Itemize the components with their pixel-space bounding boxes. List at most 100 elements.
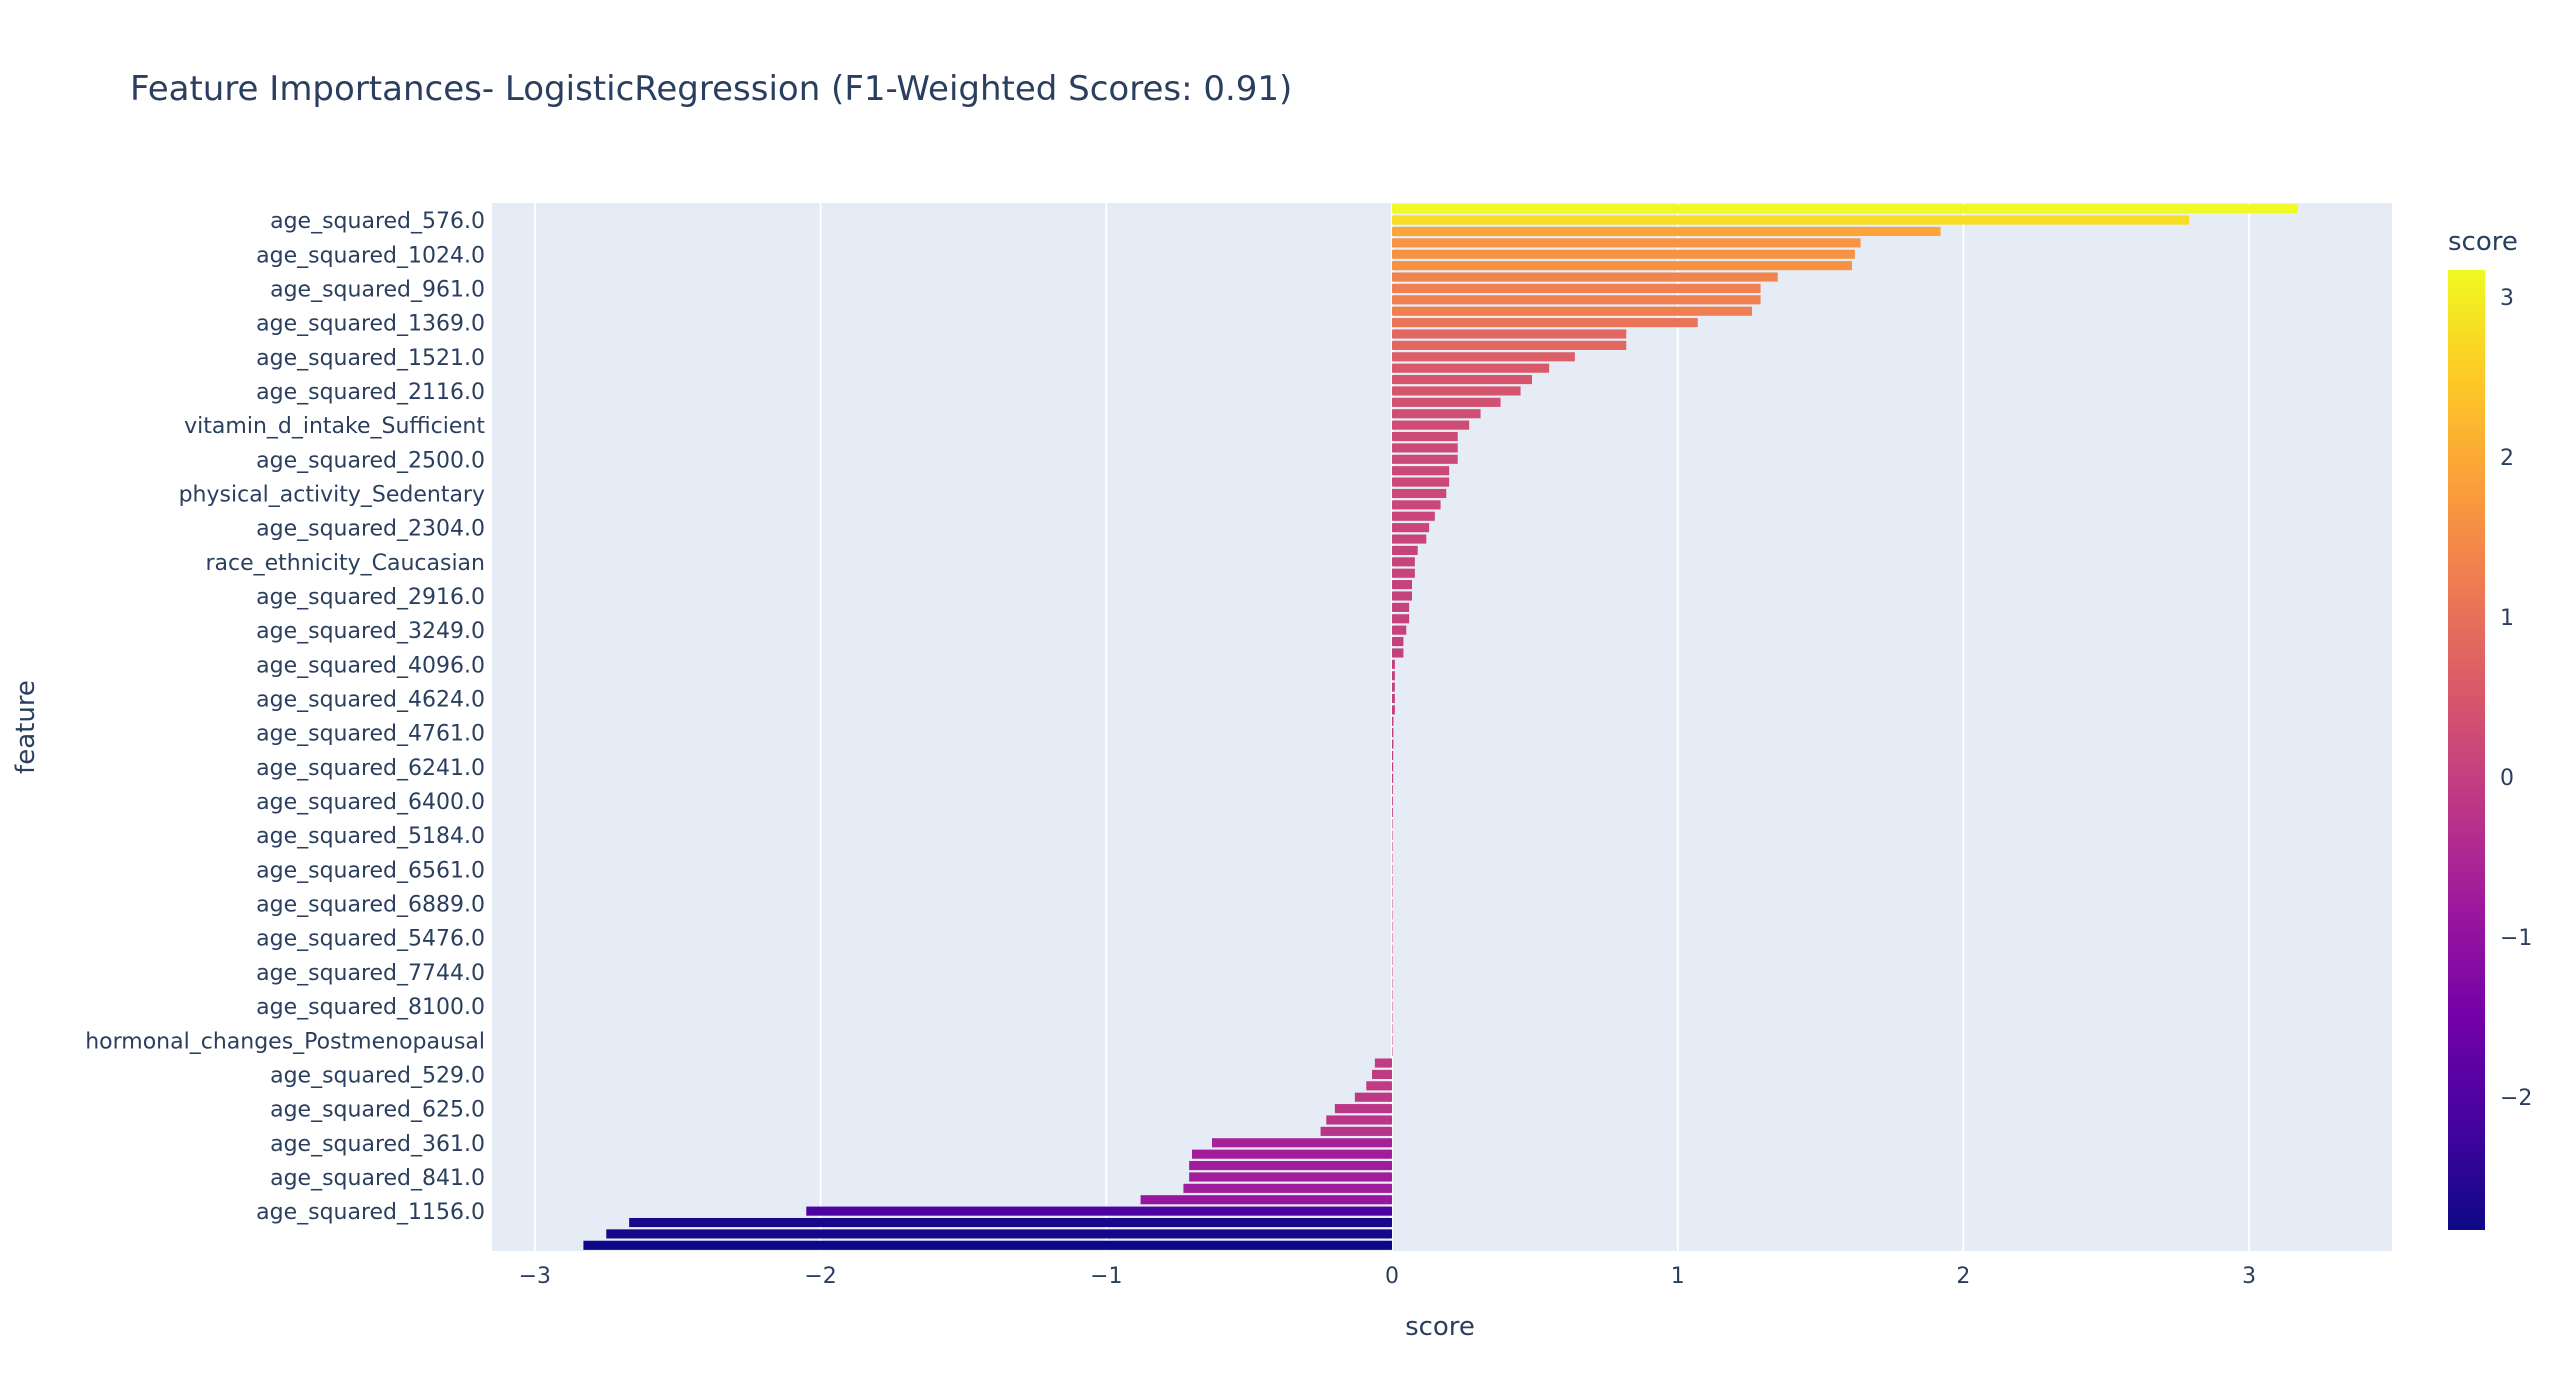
bar	[1354, 1092, 1392, 1102]
bar	[1392, 625, 1407, 635]
bar	[1392, 329, 1627, 339]
colorbar-ticks: 3 2 1 0 −1 −2	[2500, 286, 2532, 1111]
bar	[1392, 750, 1394, 761]
bar	[1392, 705, 1395, 715]
colorbar-tick-label: 3	[2500, 286, 2514, 311]
bar	[1374, 1058, 1392, 1068]
bar	[1392, 990, 1393, 1000]
bar	[1392, 454, 1458, 464]
bar	[1392, 762, 1394, 772]
y-tick-labels: age_squared_576.0 age_squared_1024.0 age_s…	[85, 209, 485, 1225]
bar	[1392, 443, 1458, 453]
y-tick-label: age_squared_4761.0	[256, 722, 485, 747]
y-tick-label: age_squared_4624.0	[256, 688, 485, 713]
bar	[1392, 420, 1470, 430]
bar	[1392, 534, 1427, 544]
bar	[1392, 682, 1395, 692]
y-tick-label: age_squared_1156.0	[256, 1200, 485, 1225]
bar	[1392, 819, 1393, 829]
bar	[1392, 876, 1393, 886]
bar	[1392, 272, 1778, 282]
bar	[1392, 591, 1412, 601]
bars	[583, 204, 2298, 1250]
y-tick-label: age_squared_1521.0	[256, 346, 485, 371]
bar	[1392, 568, 1415, 578]
bar	[1392, 637, 1404, 647]
y-tick-label: vitamin_d_intake_Sufficient	[184, 414, 485, 439]
y-tick-label: hormonal_changes_Postmenopausal	[85, 1029, 485, 1054]
bar	[1372, 1069, 1392, 1079]
y-tick-label: age_squared_4096.0	[256, 653, 485, 678]
y-tick-label: age_squared_8100.0	[256, 995, 485, 1020]
bar	[1392, 466, 1450, 476]
bar	[1392, 1001, 1393, 1011]
bar	[1392, 318, 1698, 328]
bar	[606, 1229, 1392, 1239]
bar	[1392, 500, 1441, 510]
bar	[1392, 580, 1412, 590]
bar	[1392, 1035, 1393, 1045]
y-tick-label: physical_activity_Sedentary	[179, 482, 485, 507]
bar	[1392, 306, 1752, 316]
bar	[1392, 557, 1415, 567]
y-tick-label: age_squared_1024.0	[256, 243, 485, 268]
bar	[1392, 739, 1394, 749]
y-tick-label: age_squared_361.0	[270, 1132, 485, 1157]
bar	[1392, 728, 1394, 738]
colorbar-tick-label: 1	[2500, 606, 2514, 631]
bar	[1192, 1149, 1392, 1159]
bar	[1392, 853, 1393, 863]
y-tick-label: age_squared_2500.0	[256, 448, 485, 473]
bar	[1392, 796, 1393, 806]
y-tick-label: age_squared_5184.0	[256, 824, 485, 849]
x-tick-label: 2	[1956, 1264, 1970, 1289]
bar	[1392, 944, 1393, 954]
bar	[1392, 477, 1450, 487]
y-tick-label: age_squared_961.0	[270, 277, 485, 302]
y-tick-label: age_squared_2304.0	[256, 517, 485, 542]
bar	[1392, 910, 1393, 920]
y-tick-label: age_squared_2116.0	[256, 380, 485, 405]
bar	[1392, 693, 1395, 704]
y-tick-label: age_squared_625.0	[270, 1098, 485, 1123]
bar	[1392, 830, 1393, 840]
bar	[1392, 204, 2298, 214]
y-tick-label: age_squared_6241.0	[256, 756, 485, 781]
bar	[1392, 431, 1458, 442]
bar	[1189, 1172, 1392, 1182]
y-tick-label: age_squared_6400.0	[256, 790, 485, 815]
bar	[1392, 215, 2190, 225]
x-tick-labels: −3 −2 −1 0 1 2 3	[519, 1264, 2257, 1289]
bar	[1392, 511, 1435, 521]
bar	[1326, 1115, 1392, 1125]
chart-title: Feature Importances- LogisticRegression …	[130, 69, 1292, 109]
bar	[1392, 1024, 1393, 1034]
bar	[1392, 283, 1761, 293]
bar	[1392, 261, 1852, 271]
bar	[629, 1217, 1392, 1228]
bar	[806, 1206, 1392, 1216]
bar	[1392, 386, 1521, 396]
x-tick-label: 0	[1385, 1264, 1399, 1289]
y-axis-title: feature	[11, 680, 41, 774]
bar	[1392, 295, 1761, 305]
bar	[1392, 887, 1393, 897]
colorbar	[2448, 270, 2485, 1230]
y-tick-label: age_squared_576.0	[270, 209, 485, 234]
x-tick-label: −3	[519, 1264, 551, 1289]
bar	[1334, 1104, 1392, 1114]
x-axis-title: score	[1405, 1312, 1475, 1342]
y-tick-label: age_squared_5476.0	[256, 927, 485, 952]
bar	[1392, 1047, 1393, 1057]
y-tick-label: race_ethnicity_Caucasian	[205, 551, 485, 576]
bar	[1392, 807, 1393, 817]
bar	[583, 1240, 1392, 1250]
bar	[1392, 614, 1410, 624]
y-tick-label: age_squared_7744.0	[256, 961, 485, 986]
y-tick-label: age_squared_1369.0	[256, 312, 485, 337]
bar	[1212, 1138, 1392, 1148]
bar	[1392, 899, 1393, 909]
bar	[1392, 397, 1501, 407]
bar	[1392, 523, 1430, 533]
x-tick-label: −1	[1090, 1264, 1122, 1289]
